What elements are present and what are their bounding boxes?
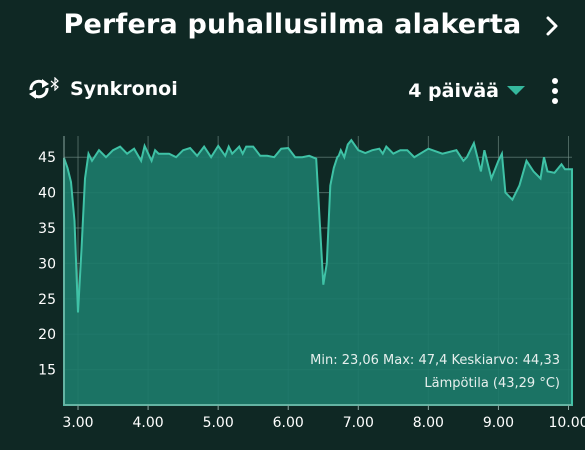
x-tick-label: 5.00 (203, 415, 234, 431)
x-axis-ticks: 3.00 4.00 5.00 6.00 7.00 8.00 9.00 10.00 (62, 405, 585, 431)
page-title: Perfera puhallusilma alakerta (63, 9, 522, 40)
sync-button[interactable]: Synkronoi (26, 76, 178, 102)
sync-icon (29, 79, 49, 99)
chart-legend-label: Lämpötila (43,29 °C) (424, 376, 560, 391)
bluetooth-icon (50, 77, 59, 91)
chevron-right-icon[interactable] (543, 14, 561, 38)
period-dropdown[interactable]: 4 päivää (408, 80, 525, 102)
x-tick-label: 6.00 (273, 415, 304, 431)
x-tick-label: 7.00 (343, 415, 374, 431)
x-tick-label: 8.00 (413, 415, 444, 431)
y-tick-label: 45 (38, 150, 56, 166)
app-header: Perfera puhallusilma alakerta (0, 0, 585, 56)
x-tick-label: 4.00 (132, 415, 163, 431)
temperature-chart: 15 20 25 30 35 40 45 3.00 4.00 5.00 6.00 7.00 8.00 9… (38, 136, 585, 431)
caret-down-icon (507, 86, 525, 95)
y-axis-ticks: 15 20 25 30 35 40 45 (38, 150, 56, 378)
chart-stats-label: Min: 23,06 Max: 47,4 Keskiarvo: 44,33 (310, 353, 560, 368)
x-tick-label: 10.00 (548, 415, 585, 431)
x-tick-label: 9.00 (483, 415, 514, 431)
y-tick-label: 30 (38, 256, 56, 272)
x-tick-label: 3.00 (62, 415, 93, 431)
period-label: 4 päivää (408, 80, 499, 102)
toolbar: Synkronoi 4 päivää (0, 70, 585, 114)
temperature-area (63, 138, 573, 406)
y-tick-label: 35 (38, 221, 56, 237)
y-tick-label: 40 (38, 186, 56, 202)
sync-label: Synkronoi (70, 78, 178, 100)
y-tick-label: 20 (38, 327, 56, 343)
y-tick-label: 15 (38, 363, 56, 379)
more-vert-icon[interactable] (551, 78, 559, 104)
y-tick-label: 25 (38, 292, 56, 308)
